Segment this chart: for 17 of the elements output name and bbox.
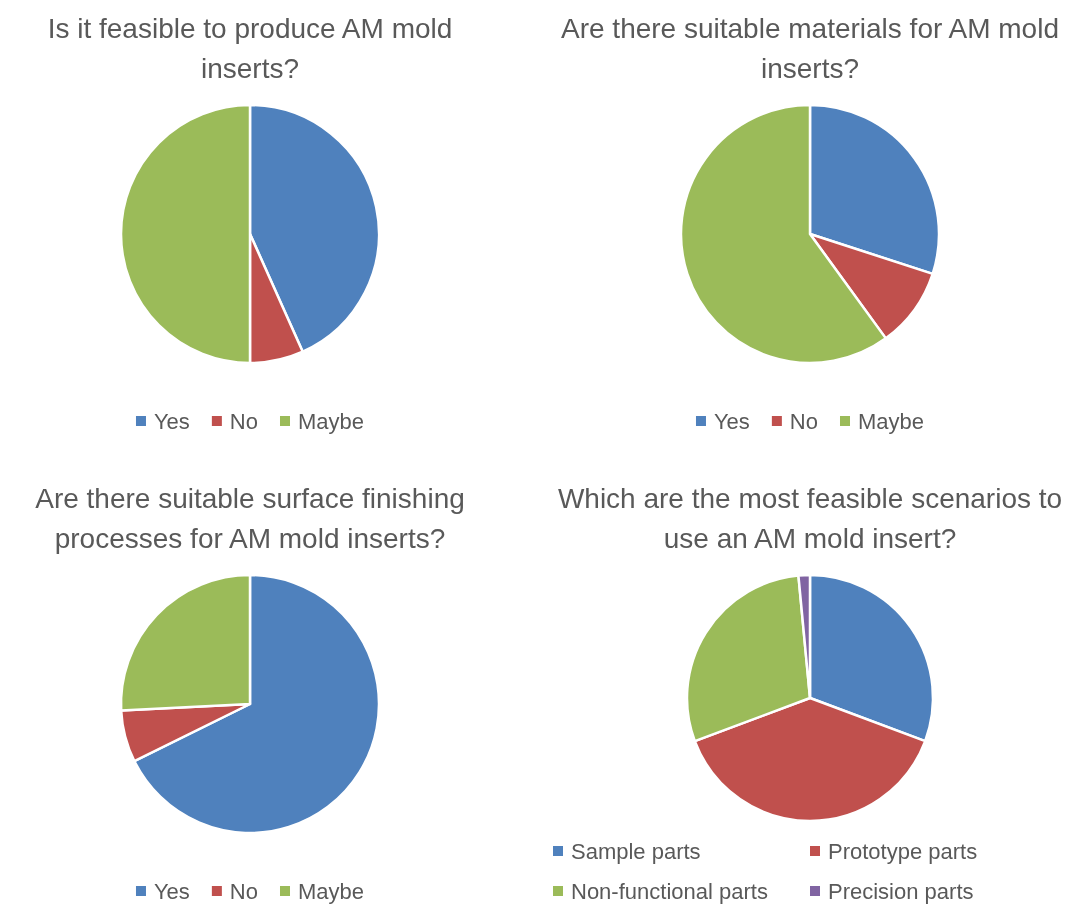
legend-label: Precision parts xyxy=(828,879,974,904)
legend-label: Prototype parts xyxy=(828,839,978,864)
legend-label: Yes xyxy=(153,409,190,434)
legend-label: Maybe xyxy=(297,409,365,434)
legend-label: Non-functional parts xyxy=(571,879,768,904)
legend-label: Maybe xyxy=(297,879,365,904)
legend-label: Sample parts xyxy=(571,839,701,864)
chart-title: Are there suitable materials for AM mold inserts? xyxy=(561,13,1059,84)
legend-label: Yes xyxy=(153,879,190,904)
chart-title: Are there suitable surface finishing processes for AM mold inserts? xyxy=(35,483,465,554)
legend-label: Maybe xyxy=(857,409,925,434)
chart-title: Is it feasible to produce AM mold inserts? xyxy=(47,13,453,84)
legend-label: No xyxy=(229,879,258,904)
legend-label: Yes xyxy=(713,409,750,434)
legend-label: No xyxy=(229,409,258,434)
chart-title: Which are the most feasible scenarios to use an AM mold insert? xyxy=(557,483,1063,554)
legend-label: No xyxy=(789,409,818,434)
